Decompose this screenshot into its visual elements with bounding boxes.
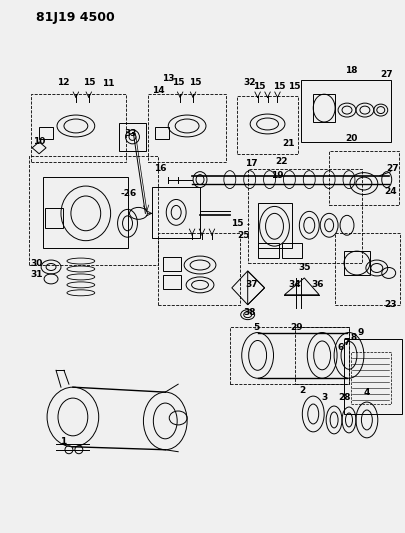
Bar [294,327,348,384]
Text: 33: 33 [124,130,136,139]
Bar [301,80,390,142]
Text: 18: 18 [344,66,356,75]
Text: 24: 24 [384,187,396,196]
Text: 21: 21 [281,139,294,148]
Text: 28: 28 [337,393,350,401]
Text: 9: 9 [357,328,363,337]
Text: 2: 2 [298,386,305,394]
Text: 15: 15 [171,78,184,87]
Text: 22: 22 [275,157,287,166]
Text: 15: 15 [82,78,95,87]
Text: 27: 27 [386,164,398,173]
Text: 5: 5 [253,323,259,332]
Bar [247,168,361,263]
Text: 15: 15 [273,82,285,91]
Text: 29: 29 [289,323,302,332]
Text: 3: 3 [320,393,326,401]
Bar [282,243,302,258]
Text: 35: 35 [297,263,310,272]
Bar [343,251,369,275]
Text: 4: 4 [363,387,369,397]
Text: 34: 34 [288,280,300,289]
Text: 23: 23 [384,300,396,309]
Bar [31,94,125,161]
Text: 17: 17 [245,159,257,168]
Bar [334,233,399,305]
Text: 19: 19 [271,171,283,180]
Text: 10: 10 [33,138,45,147]
Bar [236,96,298,154]
Bar [163,257,181,271]
Bar [163,275,181,289]
Text: 16: 16 [153,164,166,173]
Text: 7: 7 [343,338,350,347]
Bar [152,187,200,238]
Text: 6: 6 [337,343,343,352]
Bar [328,151,398,205]
Text: -: - [246,222,249,228]
Text: 11: 11 [102,79,115,88]
Text: 81J19 4500: 81J19 4500 [36,11,115,24]
Text: 32: 32 [243,78,255,87]
Bar [43,176,127,248]
Bar [313,94,334,122]
Text: 15: 15 [188,78,201,87]
Text: 14: 14 [151,86,164,95]
Bar [118,123,146,151]
Text: 37: 37 [245,280,257,289]
Bar [343,340,401,414]
Text: 13: 13 [162,74,174,83]
Text: 36: 36 [310,280,323,289]
Text: 15: 15 [231,219,243,228]
Bar [229,327,348,384]
Bar [29,156,158,265]
Text: 8: 8 [350,333,356,342]
Text: 31: 31 [30,270,42,279]
Bar [257,243,279,258]
Text: -26: -26 [120,189,136,198]
Bar [39,127,53,139]
Text: 20: 20 [344,134,356,143]
Bar [158,233,239,305]
Text: 27: 27 [379,70,392,79]
Bar [148,94,225,161]
Text: 25: 25 [237,231,249,240]
Text: 15: 15 [253,82,265,91]
Text: 12: 12 [57,78,69,87]
Text: 38: 38 [243,308,255,317]
Bar [155,127,169,139]
Bar [350,352,390,404]
Text: 30: 30 [30,259,42,268]
Bar [45,208,63,228]
Text: 1: 1 [60,437,66,446]
Text: 15: 15 [288,82,300,91]
Bar [257,204,292,248]
